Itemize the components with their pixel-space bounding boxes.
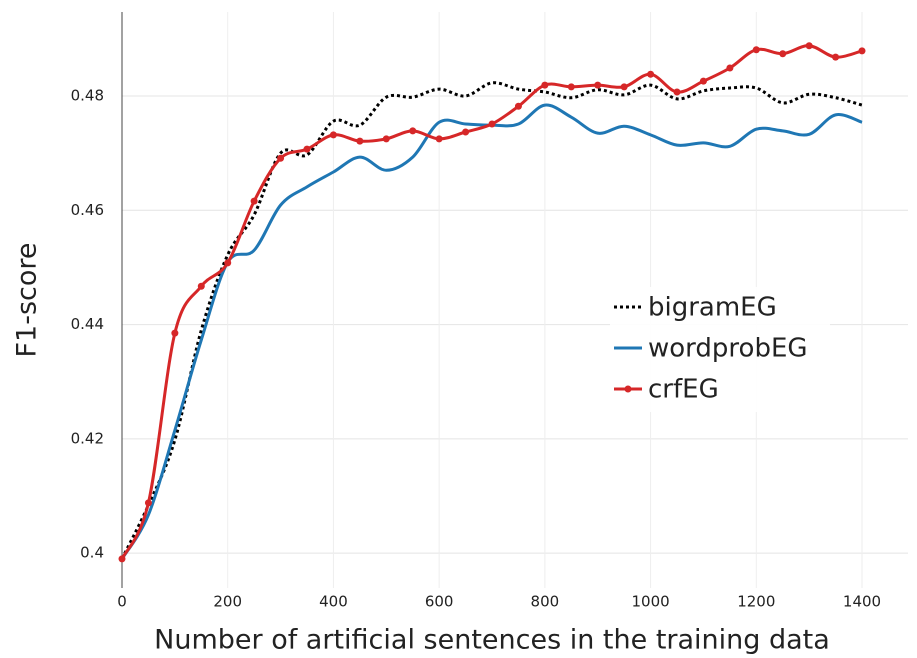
legend-marker: [624, 385, 632, 393]
x-axis-title: Number of artificial sentences in the tr…: [154, 625, 830, 656]
point: [620, 83, 628, 91]
x-tick-label: 0: [117, 593, 127, 611]
legend-label: wordprobEG: [648, 334, 808, 364]
x-tick-label: 800: [531, 593, 560, 611]
point: [514, 102, 522, 110]
legend-box: [610, 287, 830, 412]
point: [832, 53, 840, 61]
y-tick-label: 0.44: [71, 315, 104, 333]
point: [488, 120, 496, 128]
x-tick-label: 1400: [843, 593, 881, 611]
point: [144, 499, 152, 507]
point: [567, 83, 575, 91]
point: [673, 88, 681, 96]
legend: bigramEG wordprobEG crfEG: [610, 287, 830, 412]
point: [197, 282, 205, 290]
point: [435, 135, 443, 143]
point: [858, 47, 866, 55]
point: [647, 70, 655, 78]
y-axis-title: F1-score: [12, 242, 43, 357]
y-tick-label: 0.46: [71, 201, 104, 219]
point: [726, 64, 734, 72]
point: [171, 329, 179, 337]
point: [277, 154, 285, 162]
point: [224, 259, 232, 267]
x-tick-label: 1200: [737, 593, 775, 611]
x-tick-label: 600: [425, 593, 454, 611]
y-tick-label: 0.4: [80, 544, 104, 562]
x-tick-label: 200: [213, 593, 242, 611]
point: [779, 50, 787, 58]
y-tick-label: 0.42: [71, 429, 104, 447]
point: [752, 46, 760, 54]
point: [329, 131, 337, 139]
point: [594, 81, 602, 89]
point: [699, 77, 707, 85]
point: [303, 145, 311, 153]
legend-label: bigramEG: [648, 293, 777, 323]
point: [541, 81, 549, 89]
legend-label: crfEG: [648, 375, 719, 405]
point: [382, 135, 390, 143]
y-tick-label: 0.48: [71, 87, 104, 105]
point: [250, 197, 258, 205]
x-tick-label: 400: [319, 593, 348, 611]
x-tick-label: 1000: [631, 593, 669, 611]
point: [805, 42, 813, 50]
point: [356, 137, 364, 145]
point: [462, 128, 470, 136]
point: [118, 555, 126, 563]
point: [409, 127, 417, 135]
